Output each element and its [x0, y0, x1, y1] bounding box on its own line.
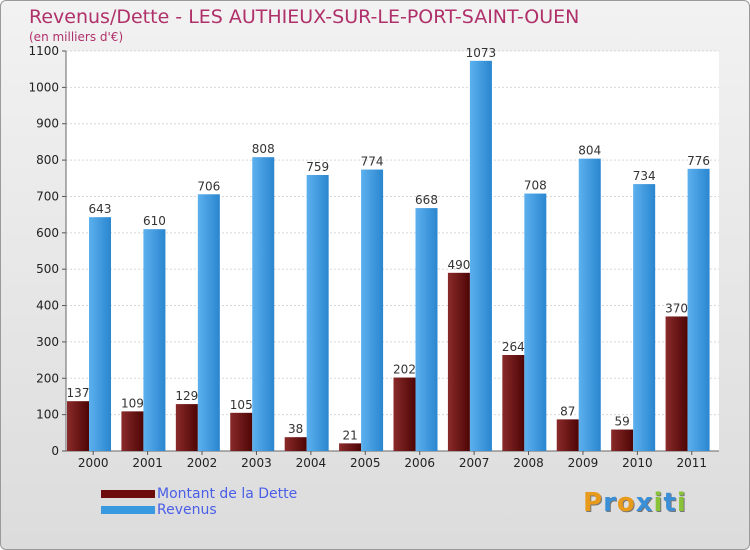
- bar-revenus: [143, 229, 166, 451]
- bar-dette: [611, 429, 634, 451]
- logo-letter: i: [653, 488, 664, 518]
- data-label-dette: 21: [342, 428, 357, 442]
- bar-dette: [556, 419, 579, 451]
- data-label-revenus: 708: [524, 179, 547, 193]
- data-label-revenus: 668: [415, 193, 438, 207]
- y-tick-label: 1100: [28, 44, 59, 58]
- x-tick-label: 2010: [622, 456, 653, 470]
- data-label-revenus: 774: [361, 155, 384, 169]
- logo-letter: x: [635, 488, 654, 518]
- data-label-revenus: 1073: [466, 46, 497, 60]
- logo-letter: o: [616, 488, 636, 518]
- data-label-revenus: 610: [143, 214, 166, 228]
- data-label-dette: 105: [230, 398, 253, 412]
- y-tick-label: 800: [36, 153, 59, 167]
- bar-dette: [230, 412, 253, 451]
- data-label-revenus: 759: [306, 160, 329, 174]
- data-label-revenus: 643: [89, 202, 112, 216]
- bar-revenus: [89, 217, 111, 451]
- legend-swatch-dette: [101, 490, 155, 498]
- y-tick-label: 1000: [28, 80, 59, 94]
- data-label-dette: 202: [393, 363, 416, 377]
- data-label-revenus: 734: [633, 169, 656, 183]
- data-label-dette: 490: [447, 258, 470, 272]
- y-tick-label: 200: [36, 371, 59, 385]
- x-tick-label: 2008: [513, 456, 544, 470]
- bar-revenus: [633, 184, 656, 451]
- bar-revenus: [687, 168, 710, 451]
- legend-label-revenus: Revenus: [157, 502, 217, 518]
- bar-dette: [121, 411, 144, 451]
- bar-dette: [447, 272, 470, 451]
- y-tick-label: 300: [36, 335, 59, 349]
- bar-revenus: [578, 158, 601, 452]
- bar-dette: [175, 404, 198, 451]
- bar-dette: [665, 316, 688, 451]
- bar-dette: [284, 437, 307, 451]
- bar-revenus: [415, 208, 438, 451]
- data-label-dette: 264: [502, 340, 525, 354]
- y-tick-label: 0: [51, 444, 59, 458]
- bar-revenus: [306, 175, 329, 451]
- y-tick-label: 400: [36, 299, 59, 313]
- chart-subtitle: (en milliers d'€): [29, 30, 124, 44]
- data-label-revenus: 808: [252, 142, 275, 156]
- data-label-dette: 87: [560, 404, 575, 418]
- logo-letter: i: [676, 488, 687, 518]
- data-label-revenus: 804: [578, 144, 601, 158]
- y-tick-label: 100: [36, 408, 59, 422]
- x-tick-label: 2011: [677, 456, 708, 470]
- bar-revenus: [197, 194, 220, 452]
- logo-letter: P: [583, 488, 604, 518]
- y-tick-label: 500: [36, 262, 59, 276]
- x-tick-label: 2002: [187, 456, 218, 470]
- bar-dette: [393, 377, 416, 451]
- bar-revenus: [252, 157, 275, 451]
- proxiti-logo: Proxiti: [583, 488, 687, 518]
- x-tick-label: 2004: [296, 456, 327, 470]
- x-tick-label: 2007: [459, 456, 490, 470]
- logo-letter: r: [603, 488, 617, 518]
- bar-revenus: [469, 60, 492, 452]
- bar-dette: [339, 443, 362, 451]
- bar-dette: [67, 401, 89, 451]
- x-tick-label: 2006: [404, 456, 435, 470]
- legend-label-dette: Montant de la Dette: [157, 486, 298, 502]
- bar-revenus: [361, 169, 384, 451]
- y-tick-label: 700: [36, 189, 59, 203]
- chart-title: Revenus/Dette - LES AUTHIEUX-SUR-LE-PORT…: [29, 6, 580, 28]
- data-label-dette: 109: [121, 396, 144, 410]
- x-tick-label: 2001: [132, 456, 163, 470]
- legend-swatch-revenus: [101, 506, 155, 514]
- x-tick-label: 2005: [350, 456, 381, 470]
- data-label-revenus: 776: [687, 154, 710, 168]
- data-label-revenus: 706: [197, 179, 220, 193]
- logo-letter: t: [663, 488, 677, 518]
- x-tick-label: 2003: [241, 456, 272, 470]
- bar-revenus: [524, 193, 547, 451]
- data-label-dette: 129: [175, 389, 198, 403]
- data-label-dette: 59: [615, 415, 630, 429]
- data-label-dette: 137: [67, 386, 90, 400]
- x-tick-label: 2009: [568, 456, 599, 470]
- x-tick-label: 2000: [78, 456, 109, 470]
- y-tick-label: 600: [36, 226, 59, 240]
- bar-dette: [502, 355, 525, 451]
- data-label-dette: 370: [665, 301, 688, 315]
- data-label-dette: 38: [288, 422, 303, 436]
- plot-area: [66, 51, 719, 451]
- y-tick-label: 900: [36, 117, 59, 131]
